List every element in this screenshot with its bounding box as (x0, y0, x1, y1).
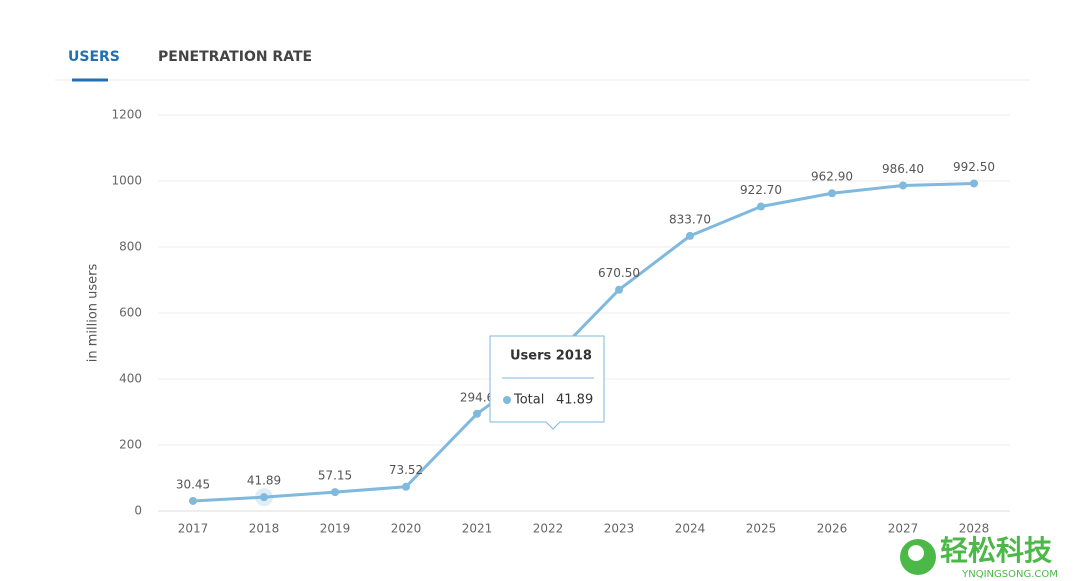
point (686, 231, 694, 240)
x-tick-label: 2019 (320, 522, 351, 536)
value-label: 992.50 (953, 160, 995, 174)
point (402, 482, 410, 491)
point (189, 496, 197, 505)
tab[interactable]: PENETRATION RATE (158, 49, 312, 65)
tooltip-series: Total (513, 393, 544, 408)
value-label: 986.40 (882, 162, 924, 176)
x-tick-label: 2017 (178, 522, 209, 536)
y-axis-label: in million users (86, 264, 101, 363)
x-tick-label: 2024 (675, 522, 706, 536)
y-tick-label: 1000 (111, 174, 142, 188)
point (473, 409, 481, 418)
value-label: 294.6 (460, 390, 494, 404)
y-tick-label: 1200 (111, 108, 142, 122)
watermark-logo (908, 545, 924, 561)
point (615, 285, 623, 294)
value-label: 922.70 (740, 183, 782, 197)
y-tick-label: 0 (134, 504, 142, 518)
x-tick-label: 2020 (391, 522, 422, 536)
value-label: 57.15 (318, 469, 352, 483)
tab[interactable]: USERS (68, 49, 120, 65)
tooltip-value: 41.89 (556, 393, 593, 408)
value-label: 30.45 (176, 477, 210, 491)
x-tick-label: 2027 (888, 522, 919, 536)
tooltip-box (489, 335, 605, 430)
tooltip-title: Users 2018 (510, 349, 592, 364)
x-tick-label: 2022 (533, 522, 564, 536)
x-tick-label: 2023 (604, 522, 635, 536)
y-tick-label: 200 (119, 438, 142, 452)
point (828, 189, 836, 198)
watermark-url: YNQINGSONG.COM (961, 569, 1058, 580)
value-label: 962.90 (811, 170, 853, 184)
point (970, 179, 978, 188)
x-tick-label: 2026 (817, 522, 848, 536)
y-tick-label: 400 (119, 372, 142, 386)
series-line (192, 181, 975, 503)
point (757, 202, 765, 211)
point (899, 181, 907, 190)
value-label: 73.52 (389, 463, 423, 477)
value-label: 41.89 (247, 474, 281, 488)
point (260, 493, 268, 502)
tooltip: Users 2018 Total 41.89 (489, 335, 605, 430)
watermark-name: 轻松科技 (940, 534, 1052, 567)
x-tick-label: 2028 (959, 522, 990, 536)
x-tick-label: 2018 (249, 522, 280, 536)
value-label: 833.70 (669, 212, 711, 226)
point (331, 488, 339, 497)
x-tick-label: 2021 (462, 522, 493, 536)
value-label: 670.50 (598, 266, 640, 280)
x-tick-label: 2025 (746, 522, 777, 536)
y-tick-label: 800 (119, 240, 142, 254)
y-tick-label: 600 (119, 306, 142, 320)
tooltip-marker (503, 396, 511, 404)
